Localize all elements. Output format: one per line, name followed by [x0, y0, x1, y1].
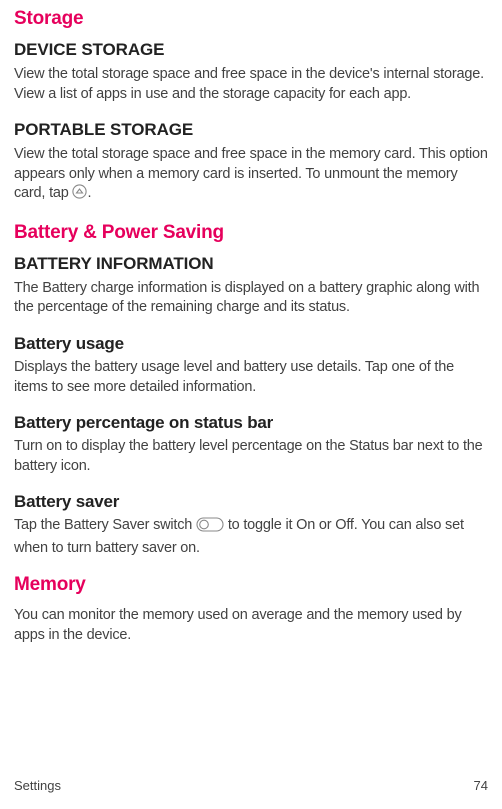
battery-usage-body: Displays the battery usage level and bat… — [14, 358, 488, 397]
eject-icon — [72, 184, 87, 206]
device-storage-body: View the total storage space and free sp… — [14, 65, 488, 104]
device-storage-heading: DEVICE STORAGE — [14, 40, 488, 60]
battery-title: Battery & Power Saving — [14, 222, 488, 244]
battery-percentage-heading: Battery percentage on status bar — [14, 413, 488, 433]
battery-saver-body-before: Tap the Battery Saver switch — [14, 517, 196, 533]
portable-storage-body: View the total storage space and free sp… — [14, 145, 488, 206]
switch-icon — [196, 517, 224, 539]
footer-page-number: 74 — [474, 778, 488, 793]
memory-body: You can monitor the memory used on avera… — [14, 606, 488, 645]
battery-saver-heading: Battery saver — [14, 492, 488, 512]
battery-info-body: The Battery charge information is displa… — [14, 279, 488, 318]
memory-title: Memory — [14, 574, 488, 596]
footer: Settings 74 — [14, 778, 488, 793]
storage-title: Storage — [14, 8, 488, 30]
portable-storage-body-after: . — [87, 185, 91, 201]
portable-storage-heading: PORTABLE STORAGE — [14, 120, 488, 140]
battery-usage-heading: Battery usage — [14, 334, 488, 354]
battery-saver-body: Tap the Battery Saver switch to toggle i… — [14, 516, 488, 558]
footer-left: Settings — [14, 778, 61, 793]
battery-info-heading: BATTERY INFORMATION — [14, 254, 488, 274]
battery-percentage-body: Turn on to display the battery level per… — [14, 437, 488, 476]
